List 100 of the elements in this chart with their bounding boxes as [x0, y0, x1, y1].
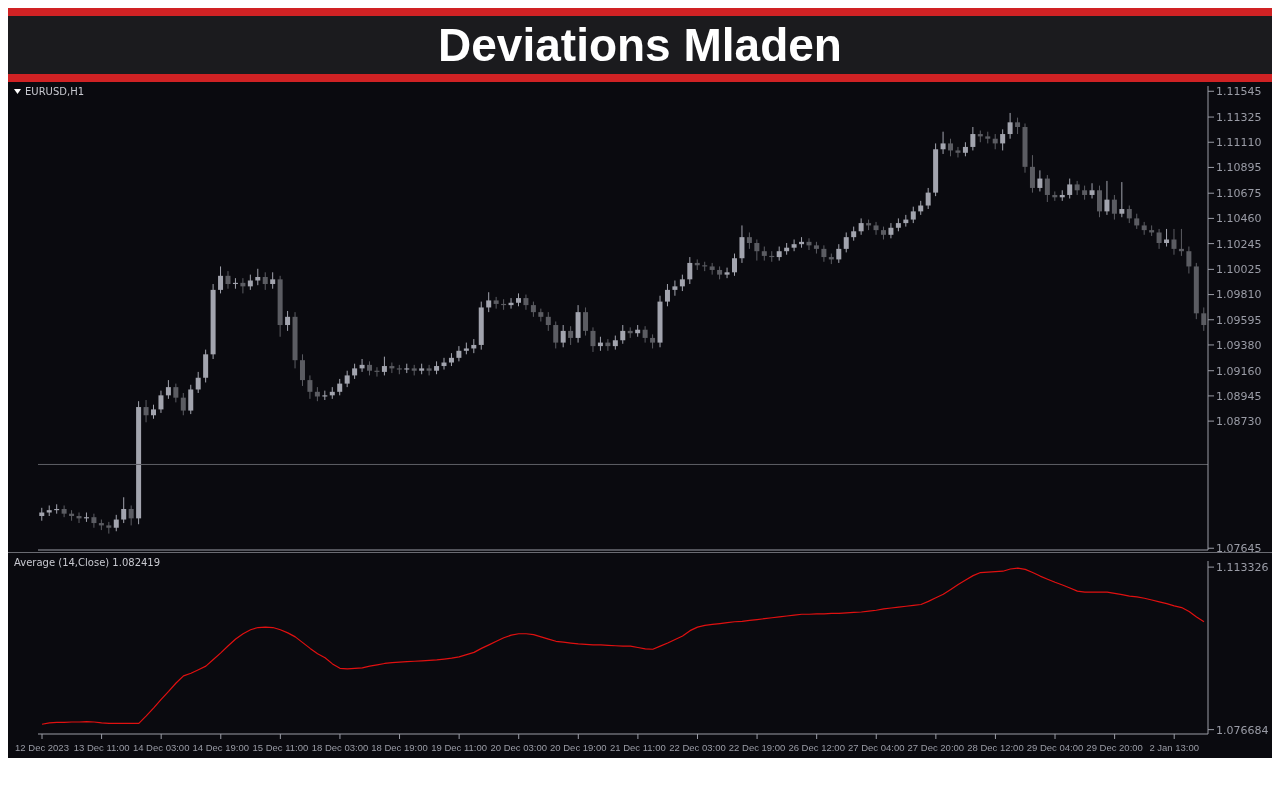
candlestick: [545, 311, 551, 332]
y-tick-label: 1.113326: [1216, 561, 1269, 574]
candlestick: [91, 513, 97, 529]
candlestick: [1119, 181, 1125, 218]
y-tick-label: 1.10895: [1216, 161, 1262, 175]
candlestick: [1007, 112, 1013, 140]
x-tick-label: 2 Jan 13:00: [1149, 742, 1200, 753]
candlestick: [1029, 154, 1035, 194]
x-tick-label: 27 Dec 04:00: [848, 742, 905, 753]
y-tick-label: 1.08945: [1216, 389, 1262, 403]
x-tick-label: 14 Dec 19:00: [192, 742, 250, 753]
candlestick: [1111, 194, 1117, 221]
candlestick: [732, 253, 738, 277]
line-series: [41, 567, 1205, 725]
candlestick: [180, 392, 186, 416]
x-tick-label: 21 Dec 11:00: [609, 742, 666, 753]
candlestick: [307, 374, 313, 400]
candlestick: [1104, 180, 1110, 216]
x-tick-label: 22 Dec 03:00: [669, 742, 726, 753]
candlestick: [940, 131, 946, 155]
x-tick-label: 15 Dec 11:00: [252, 742, 309, 753]
x-tick-label: 14 Dec 03:00: [132, 742, 190, 753]
x-tick-label: 18 Dec 19:00: [371, 742, 428, 753]
candlestick: [754, 238, 760, 262]
candlestick: [1074, 180, 1080, 196]
candlestick: [873, 221, 879, 236]
candlestick: [1037, 169, 1043, 192]
x-tick-label: 29 Dec 04:00: [1026, 742, 1084, 753]
chart-title: Average (14,Close) 1.082419: [14, 557, 161, 568]
x-tick-label: 29 Dec 20:00: [1086, 742, 1143, 753]
candlestick: [165, 379, 171, 400]
candlestick: [523, 294, 529, 311]
candlestick: [664, 283, 670, 307]
x-tick-label: 12 Dec 2023: [15, 742, 69, 753]
candlestick: [955, 146, 961, 158]
candlestick: [568, 325, 574, 346]
y-tick-label: 1.10025: [1216, 263, 1262, 277]
x-tick-label: 28 Dec 12:00: [967, 742, 1024, 753]
candlestick: [843, 231, 849, 253]
candlestick: [203, 349, 209, 383]
candlestick: [285, 310, 291, 332]
y-tick-label: 1.10675: [1216, 187, 1262, 201]
y-tick-label: 1.10245: [1216, 237, 1262, 251]
y-tick-label: 1.09595: [1216, 313, 1262, 327]
candlestick: [590, 326, 596, 353]
candlestick: [1067, 178, 1073, 199]
candlestick: [560, 324, 566, 348]
x-tick-label: 27 Dec 20:00: [907, 742, 965, 753]
candlestick: [583, 306, 589, 337]
candlestick: [381, 356, 387, 376]
candlestick: [836, 243, 842, 264]
candlestick: [620, 324, 626, 345]
candlestick: [456, 345, 462, 362]
x-tick-label: 26 Dec 12:00: [788, 742, 845, 753]
candlestick: [724, 267, 730, 279]
candlestick: [218, 265, 224, 294]
candlestick: [858, 217, 864, 236]
candlestick: [739, 224, 745, 264]
candlestick: [672, 280, 678, 297]
y-tick-label: 1.07645: [1216, 542, 1262, 556]
candlestick: [225, 270, 231, 290]
y-tick-label: 1.076684: [1216, 723, 1269, 737]
x-tick-label: 18 Dec 03:00: [311, 742, 369, 753]
candlestick: [1044, 174, 1050, 203]
candlestick: [687, 256, 693, 285]
y-tick-label: 1.11545: [1216, 85, 1262, 99]
candlestick: [821, 244, 827, 263]
x-tick-label: 20 Dec 03:00: [490, 742, 547, 753]
candlestick: [143, 399, 149, 423]
x-tick-label: 19 Dec 11:00: [431, 742, 488, 753]
candlestick: [158, 390, 164, 414]
candlestick: [128, 504, 134, 526]
candlestick: [642, 325, 648, 344]
chart-subtitle: EURUSD,H1: [25, 86, 85, 97]
candlestick: [426, 364, 432, 376]
x-tick-label: 20 Dec 19:00: [550, 742, 607, 753]
candlestick: [970, 126, 976, 151]
candlestick: [61, 504, 67, 518]
candlestick: [121, 496, 127, 524]
y-tick-label: 1.09810: [1216, 288, 1262, 302]
candlestick: [1089, 182, 1095, 199]
candlestick: [888, 222, 894, 239]
candlestick: [553, 321, 559, 349]
y-tick-label: 1.11325: [1216, 110, 1262, 124]
candlestick: [1201, 306, 1207, 332]
candlestick: [299, 353, 305, 387]
candlestick: [1171, 228, 1177, 256]
y-tick-label: 1.11110: [1216, 136, 1262, 150]
candlestick: [791, 238, 797, 252]
y-tick-label: 1.10460: [1216, 212, 1262, 226]
y-tick-label: 1.09160: [1216, 364, 1262, 378]
candlestick: [1000, 128, 1006, 151]
candlestick: [1096, 185, 1102, 218]
candlestick: [486, 291, 492, 313]
x-tick-label: 13 Dec 11:00: [73, 742, 130, 753]
candlestick: [1156, 228, 1162, 250]
y-tick-label: 1.09380: [1216, 338, 1262, 352]
candlestick: [195, 371, 201, 394]
candlestick: [173, 383, 179, 403]
candlestick: [188, 384, 194, 415]
